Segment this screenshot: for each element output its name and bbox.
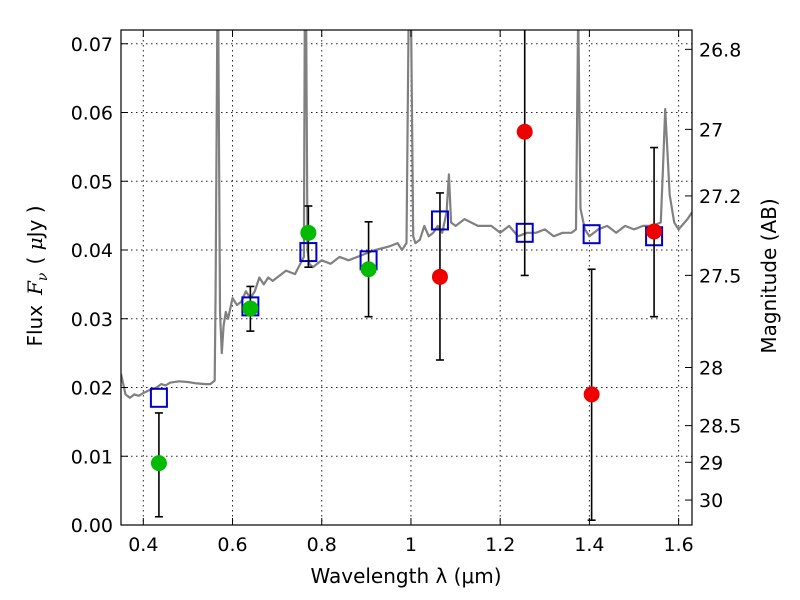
observed-data-point: [360, 261, 377, 278]
right-tick-label: 28.5: [699, 416, 741, 438]
x-tick-label: 0.6: [217, 534, 247, 556]
y-tick-label: 0.05: [71, 171, 113, 193]
y-axis-right-label: Magnitude (AB): [757, 198, 781, 353]
axes: 0.4 0.6 0.8 1 1.2 1.4 1.6 0.00 0.01 0.02 0.03 0.04 0…: [71, 29, 741, 556]
observed-data-point: [516, 123, 533, 140]
plot-frame: [120, 29, 693, 526]
y-tick-label: 0.01: [71, 446, 113, 468]
observed-data-point: [583, 386, 600, 403]
observed-data-point: [646, 223, 663, 240]
model-square-marker: [582, 224, 601, 245]
x-tick-label: 0.8: [307, 534, 337, 556]
x-tick-label: 1: [405, 534, 417, 556]
y-tick-label: 0.04: [71, 240, 113, 262]
x-tick-label: 1.2: [485, 534, 515, 556]
y-tick-label: 0.07: [71, 34, 113, 56]
x-tick-label: 1.6: [664, 534, 694, 556]
right-tick-label: 26.8: [699, 39, 741, 61]
right-tick-label: 29: [699, 452, 723, 474]
right-tick-label: 27.2: [699, 186, 741, 208]
spectrum-line: [121, 30, 692, 399]
y-tick-label: 0.02: [71, 378, 113, 400]
x-tick-label: 0.4: [128, 534, 158, 556]
observed-data-point: [431, 268, 448, 285]
y-tick-label: 0.00: [71, 515, 113, 537]
right-tick-label: 28: [699, 357, 723, 379]
observed-data-point: [300, 224, 317, 241]
plot-area: [121, 30, 692, 521]
observed-data-point: [242, 300, 259, 317]
y-tick-label: 0.06: [71, 103, 113, 125]
y-tick-label: 0.03: [71, 309, 113, 331]
x-axis-label: Wavelength λ (μm): [310, 564, 501, 588]
right-tick-label: 27.5: [699, 265, 741, 287]
y-axis-label: FluxFν( μJy ): [23, 205, 51, 346]
grid: [121, 30, 692, 526]
right-tick-label: 27: [699, 119, 723, 141]
observed-data-point: [150, 455, 167, 472]
x-tick-label: 1.4: [574, 534, 604, 556]
model-square-marker: [149, 387, 168, 408]
right-tick-label: 30: [699, 490, 723, 512]
